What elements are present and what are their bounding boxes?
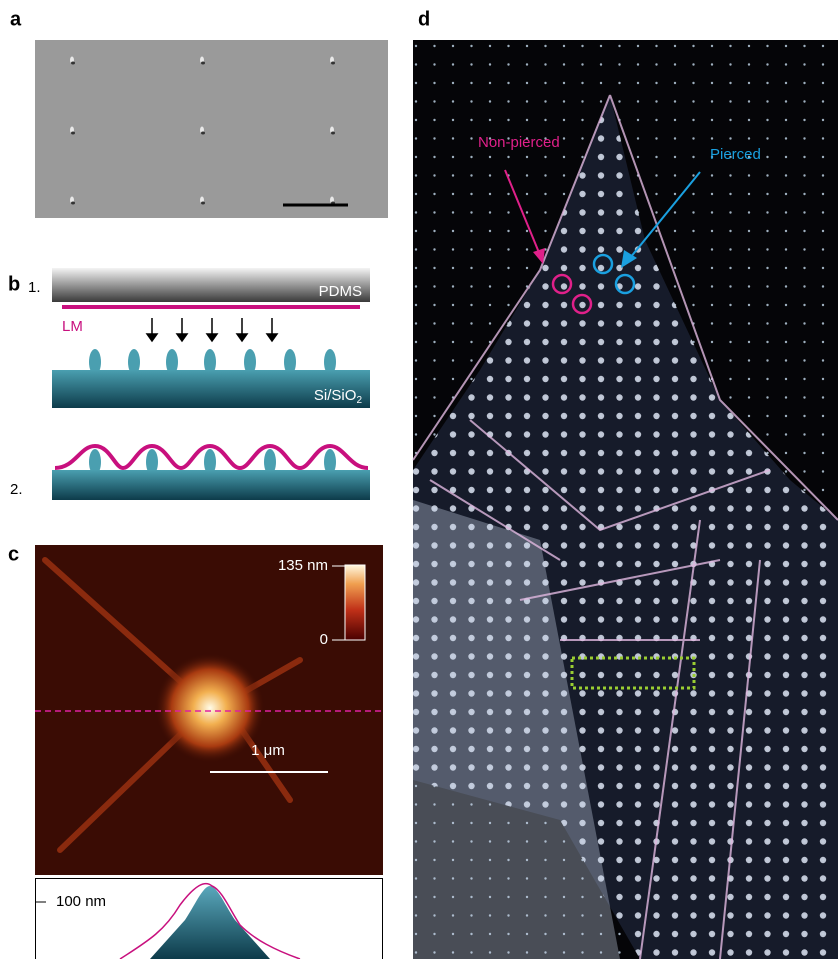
panel-label: b bbox=[8, 273, 20, 295]
substrate bbox=[52, 470, 370, 500]
membrane bbox=[54, 443, 369, 471]
panel-label: a bbox=[10, 8, 22, 30]
panel-label: d bbox=[418, 8, 430, 30]
step-label: 2. bbox=[10, 481, 23, 498]
arrows bbox=[145, 318, 279, 343]
profile-label: 100 nm bbox=[56, 893, 106, 910]
substrate bbox=[52, 370, 370, 408]
layer-label: LM bbox=[62, 318, 83, 335]
flake-pillars bbox=[413, 95, 838, 959]
marker bbox=[551, 273, 573, 295]
colorbar-label: 135 nm bbox=[278, 557, 328, 574]
marker bbox=[592, 253, 614, 275]
pillar-peak bbox=[155, 653, 265, 763]
highlight-box bbox=[570, 656, 696, 690]
pillars bbox=[89, 449, 336, 475]
arrow bbox=[629, 171, 701, 259]
colorbar-label: 0 bbox=[320, 631, 328, 648]
profile bbox=[150, 886, 270, 959]
marker bbox=[571, 293, 593, 315]
colorbar bbox=[344, 564, 366, 641]
pdms-layer bbox=[52, 268, 370, 302]
profile bbox=[119, 882, 301, 960]
pillars bbox=[89, 349, 336, 375]
arrow bbox=[504, 169, 541, 256]
layer-label: Si/SiO2 bbox=[314, 387, 363, 406]
arrow-head bbox=[533, 248, 545, 264]
panel-label: c bbox=[8, 543, 19, 565]
wrinkles bbox=[412, 94, 838, 960]
marker bbox=[614, 273, 636, 295]
arrow-head bbox=[621, 250, 637, 268]
pillars bbox=[35, 40, 388, 218]
annotation: Non-pierced bbox=[478, 134, 560, 151]
step-label: 1. bbox=[28, 279, 41, 296]
layer-label: PDMS bbox=[319, 283, 362, 300]
membrane bbox=[62, 305, 360, 309]
flake-bright bbox=[413, 500, 620, 959]
annotation: Pierced bbox=[710, 146, 761, 163]
scale-label: 1 μm bbox=[251, 742, 285, 759]
